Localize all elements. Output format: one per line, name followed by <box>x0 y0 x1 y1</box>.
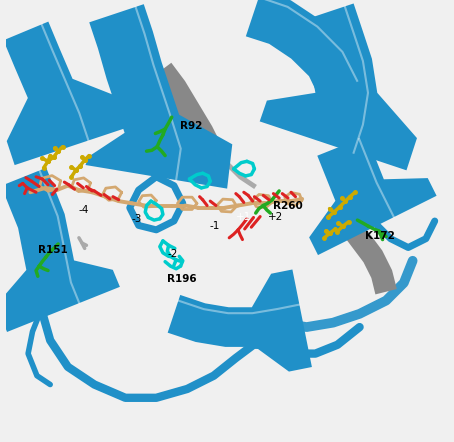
Polygon shape <box>337 214 397 294</box>
Text: -3: -3 <box>131 214 142 224</box>
Text: +1: +1 <box>236 212 252 221</box>
Polygon shape <box>309 136 437 255</box>
Polygon shape <box>260 4 417 170</box>
Text: -2: -2 <box>168 249 178 259</box>
Polygon shape <box>246 0 364 99</box>
Polygon shape <box>150 63 221 156</box>
Text: -4: -4 <box>78 205 89 215</box>
Text: R196: R196 <box>167 274 197 284</box>
Text: R151: R151 <box>38 245 67 255</box>
Text: -1: -1 <box>209 221 220 231</box>
Polygon shape <box>4 22 130 165</box>
Polygon shape <box>0 168 120 332</box>
Text: R92: R92 <box>180 121 203 131</box>
Text: R260: R260 <box>273 201 303 210</box>
Text: +2: +2 <box>268 212 283 221</box>
Polygon shape <box>168 270 312 372</box>
Text: K172: K172 <box>365 232 395 241</box>
Polygon shape <box>85 4 232 189</box>
